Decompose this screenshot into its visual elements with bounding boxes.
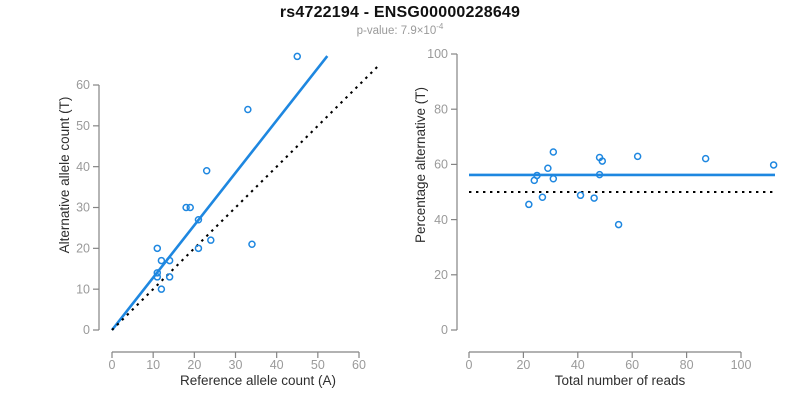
- x-tick-label: 50: [311, 358, 325, 372]
- data-point: [293, 52, 302, 61]
- data-point: [194, 244, 203, 253]
- pvalue-exponent: -4: [436, 22, 444, 32]
- data-point: [633, 152, 642, 161]
- x-tick-label: 20: [187, 358, 201, 372]
- y-tick-label: 40: [76, 160, 90, 174]
- data-point: [165, 273, 174, 281]
- y-tick-label: 20: [76, 242, 90, 256]
- data-point: [194, 216, 203, 224]
- x-tick-label: 60: [625, 358, 639, 372]
- data-point: [576, 191, 585, 200]
- header: rs4722194 - ENSG00000228649 p-value: 7.9…: [0, 0, 800, 37]
- x-tick-label: 20: [516, 358, 530, 372]
- data-point: [248, 240, 256, 249]
- data-point: [207, 236, 215, 244]
- x-tick-label: 0: [109, 358, 116, 372]
- left-plot: 0 10 20 30 40 50 60 0 10 20 30 40 50 60: [76, 52, 381, 372]
- y-tick-label: 20: [434, 268, 448, 282]
- data-point: [186, 203, 194, 212]
- x-tick-label: 100: [731, 358, 752, 372]
- x-tick-label: 60: [352, 358, 366, 372]
- fit-line: [110, 55, 329, 331]
- right-x-axis-title: Total number of reads: [555, 373, 686, 388]
- data-point: [525, 200, 533, 209]
- x-tick-label: 10: [146, 358, 160, 372]
- data-point: [538, 193, 547, 201]
- left-x-axis-title: Reference allele count (A): [180, 373, 336, 388]
- data-point: [544, 164, 552, 173]
- y-tick-label: 30: [76, 201, 90, 215]
- y-tick-label: 0: [441, 323, 448, 337]
- x-tick-label: 30: [229, 358, 243, 372]
- y-tick-label: 50: [76, 119, 90, 133]
- y-tick-label: 60: [434, 158, 448, 172]
- data-point: [769, 161, 778, 169]
- data-point: [153, 244, 162, 253]
- data-point: [549, 148, 558, 156]
- y-tick-label: 40: [434, 213, 448, 227]
- y-tick-label: 60: [76, 78, 90, 92]
- x-tick-label: 0: [466, 358, 473, 372]
- x-tick-label: 40: [571, 358, 585, 372]
- left-y-axis-title: Alternative allele count (T): [57, 97, 72, 254]
- right-y-axis-title: Percentage alternative (T): [413, 87, 428, 243]
- data-point: [165, 256, 174, 265]
- data-point: [590, 194, 598, 202]
- x-tick-label: 40: [270, 358, 284, 372]
- right-plot: 0 20 40 60 80 100 0 20 40 60 80 100: [427, 47, 778, 372]
- plot-subtitle: p-value: 7.9×10-4: [0, 22, 800, 37]
- y-tick-label: 100: [427, 47, 448, 61]
- y-tick-label: 0: [83, 323, 90, 337]
- plot-title: rs4722194 - ENSG00000228649: [279, 4, 521, 21]
- data-point: [153, 273, 162, 281]
- data-point: [701, 154, 710, 163]
- data-point: [244, 105, 252, 114]
- data-point: [157, 285, 166, 293]
- data-point: [598, 157, 607, 165]
- data-point: [530, 176, 539, 185]
- pvalue-text: p-value: 7.9×10: [356, 25, 437, 37]
- y-tick-label: 80: [434, 102, 448, 116]
- data-point: [202, 167, 211, 175]
- data-point: [614, 220, 623, 229]
- identity-line: [111, 63, 381, 331]
- data-point: [549, 175, 558, 183]
- y-tick-label: 10: [76, 282, 90, 296]
- data-point: [182, 203, 190, 212]
- data-point: [157, 256, 166, 265]
- data-point: [153, 269, 162, 277]
- x-tick-label: 80: [680, 358, 694, 372]
- data-point: [595, 170, 604, 179]
